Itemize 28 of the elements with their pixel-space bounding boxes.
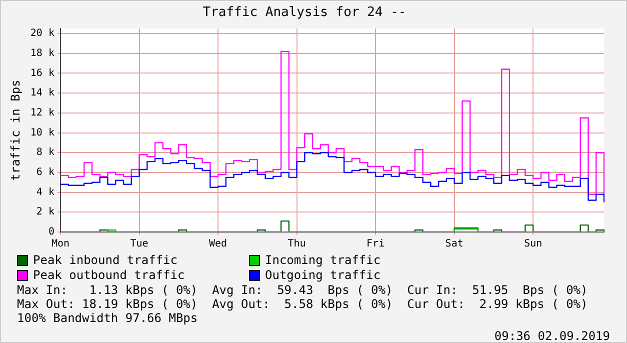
text: 100% Bandwidth 97.66 MBps <box>17 311 199 325</box>
y-tick-label: 4 k <box>36 186 54 198</box>
x-tick-label: Sat <box>445 238 464 250</box>
x-tick-label: Tue <box>130 238 148 250</box>
y-tick-label: 10 k <box>30 127 54 138</box>
legend-label: Peak inbound traffic <box>33 253 178 267</box>
y-tick-label: 18 k <box>30 48 54 59</box>
x-tick-label: Mon <box>51 238 70 250</box>
y-tick-label: 14 k <box>30 88 54 99</box>
x-tick-label: Fri <box>366 238 385 250</box>
text: Max In: 1.13 kBps ( 0%) Avg In: 59.43 Bps ( 0%) Cur In: 51.95 Bps ( 0%) <box>17 283 589 297</box>
y-tick-label: 8 k <box>36 147 54 158</box>
x-tick-label: Thu <box>288 238 306 250</box>
y-tick-label: 2 k <box>36 206 54 218</box>
y-tick-label: 12 k <box>30 108 54 119</box>
text: Max Out: 18.19 kBps ( 0%) Avg Out: 5.58 kBps ( 0%) Cur Out: 2.99 kBps ( 0%) <box>17 297 589 311</box>
y-tick-label: 20 k <box>30 28 54 40</box>
legend-label: Outgoing traffic <box>265 268 381 282</box>
y-tick-label: 6 k <box>36 167 54 178</box>
x-tick-label: Sun <box>524 238 542 250</box>
legend-label: Peak outbound traffic <box>33 268 185 282</box>
y-tick-label: 16 k <box>30 68 54 79</box>
chart-title: Traffic Analysis for 24 -- <box>202 5 406 20</box>
y-tick-label: 0 <box>48 226 54 238</box>
y-axis-title: traffic in Bps <box>8 80 22 181</box>
text: 09:36 02.09.2019 <box>493 329 611 343</box>
legend-label: Incoming traffic <box>265 253 381 267</box>
x-tick-label: Wed <box>208 238 228 250</box>
